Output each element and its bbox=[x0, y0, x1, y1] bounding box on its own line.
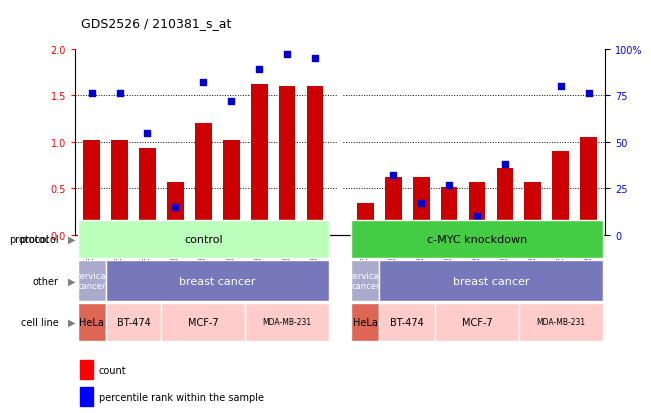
Bar bbox=[380, 304, 435, 341]
Bar bbox=[105, 260, 329, 301]
Text: percentile rank within the sample: percentile rank within the sample bbox=[99, 392, 264, 402]
Text: ▶: ▶ bbox=[68, 317, 76, 327]
Point bbox=[416, 201, 426, 207]
Text: GDS2526 / 210381_s_at: GDS2526 / 210381_s_at bbox=[81, 17, 232, 29]
Bar bbox=[352, 260, 380, 301]
Point bbox=[254, 67, 264, 74]
Point bbox=[198, 80, 208, 86]
Point bbox=[360, 226, 370, 233]
Point bbox=[143, 130, 153, 137]
Bar bbox=[519, 304, 603, 341]
Bar bbox=[469, 183, 486, 235]
Bar bbox=[352, 221, 603, 258]
Bar bbox=[441, 187, 458, 235]
Bar bbox=[413, 178, 430, 235]
Bar bbox=[223, 141, 240, 235]
Text: protocol: protocol bbox=[10, 235, 49, 244]
Point bbox=[583, 91, 594, 97]
Text: MCF-7: MCF-7 bbox=[188, 317, 219, 327]
Bar bbox=[580, 138, 597, 235]
Bar bbox=[80, 361, 94, 379]
Text: c-MYC knockdown: c-MYC knockdown bbox=[427, 235, 527, 244]
Bar bbox=[105, 304, 161, 341]
Text: cervical
cancer: cervical cancer bbox=[75, 271, 108, 290]
Bar bbox=[307, 87, 324, 235]
Bar bbox=[525, 183, 541, 235]
Bar bbox=[385, 178, 402, 235]
Point bbox=[115, 91, 125, 97]
Bar bbox=[245, 304, 329, 341]
Bar bbox=[195, 124, 212, 235]
Bar bbox=[552, 152, 569, 235]
Bar bbox=[83, 141, 100, 235]
Bar bbox=[139, 149, 156, 235]
Bar bbox=[251, 85, 268, 235]
Point bbox=[472, 214, 482, 220]
Text: MDA-MB-231: MDA-MB-231 bbox=[262, 318, 312, 327]
Text: breast cancer: breast cancer bbox=[452, 276, 529, 286]
Point bbox=[500, 161, 510, 168]
Text: cell line: cell line bbox=[21, 317, 59, 327]
Text: MCF-7: MCF-7 bbox=[462, 317, 492, 327]
Bar bbox=[167, 183, 184, 235]
Point bbox=[527, 223, 538, 230]
Point bbox=[388, 173, 398, 179]
Point bbox=[170, 204, 180, 211]
Text: BT-474: BT-474 bbox=[117, 317, 150, 327]
Text: BT-474: BT-474 bbox=[391, 317, 424, 327]
Bar bbox=[279, 87, 296, 235]
Text: breast cancer: breast cancer bbox=[179, 276, 256, 286]
Text: ▶: ▶ bbox=[68, 276, 76, 286]
Bar bbox=[497, 169, 513, 235]
Point bbox=[87, 91, 97, 97]
Bar bbox=[357, 204, 374, 235]
Text: HeLa: HeLa bbox=[79, 317, 104, 327]
Text: cervical
cancer: cervical cancer bbox=[349, 271, 381, 290]
Point bbox=[444, 182, 454, 188]
Bar bbox=[380, 260, 603, 301]
Text: HeLa: HeLa bbox=[353, 317, 378, 327]
Bar bbox=[77, 260, 105, 301]
Bar bbox=[80, 387, 94, 406]
Bar bbox=[161, 304, 245, 341]
Bar bbox=[77, 304, 105, 341]
Text: protocol: protocol bbox=[19, 235, 59, 244]
Text: control: control bbox=[184, 235, 223, 244]
Point bbox=[310, 56, 320, 62]
Text: count: count bbox=[99, 365, 126, 375]
Point bbox=[282, 52, 292, 59]
Bar bbox=[77, 221, 329, 258]
Point bbox=[226, 98, 236, 105]
Bar bbox=[352, 304, 380, 341]
Bar bbox=[111, 141, 128, 235]
Text: ▶: ▶ bbox=[68, 235, 76, 244]
Bar bbox=[435, 304, 519, 341]
Text: other: other bbox=[33, 276, 59, 286]
Text: MDA-MB-231: MDA-MB-231 bbox=[536, 318, 585, 327]
Point bbox=[555, 83, 566, 90]
